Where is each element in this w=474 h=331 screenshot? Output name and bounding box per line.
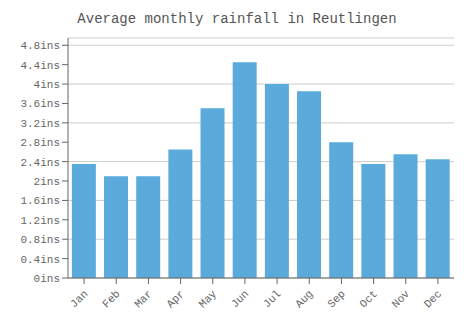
svg-text:Jul: Jul (261, 288, 283, 310)
svg-text:Dec: Dec (422, 288, 444, 310)
svg-text:Jun: Jun (229, 288, 251, 310)
svg-text:Apr: Apr (164, 288, 186, 310)
svg-text:3.6ins: 3.6ins (20, 98, 60, 110)
svg-text:Oct: Oct (357, 288, 379, 310)
svg-text:1.6ins: 1.6ins (20, 195, 60, 207)
svg-text:4ins: 4ins (34, 79, 60, 91)
svg-text:May: May (197, 288, 220, 311)
svg-text:0.8ins: 0.8ins (20, 234, 60, 246)
svg-text:4.4ins: 4.4ins (20, 60, 60, 72)
svg-text:0.4ins: 0.4ins (20, 254, 60, 266)
svg-text:2.4ins: 2.4ins (20, 157, 60, 169)
svg-text:1.2ins: 1.2ins (20, 215, 60, 227)
svg-text:Jan: Jan (68, 288, 90, 310)
svg-text:Aug: Aug (293, 288, 315, 310)
svg-text:2ins: 2ins (34, 176, 60, 188)
svg-text:Sep: Sep (325, 288, 347, 310)
svg-text:Mar: Mar (132, 288, 154, 310)
svg-text:3.2ins: 3.2ins (20, 118, 60, 130)
html-text:Average monthly rainfall in Re: Average monthly rainfall in Reutlingen (77, 11, 397, 27)
svg-text:4.8ins: 4.8ins (20, 40, 60, 52)
svg-text:Nov: Nov (390, 288, 413, 311)
svg-text:2.8ins: 2.8ins (20, 137, 60, 149)
svg-text:0ins: 0ins (34, 273, 60, 285)
svg-text:Feb: Feb (100, 288, 122, 310)
